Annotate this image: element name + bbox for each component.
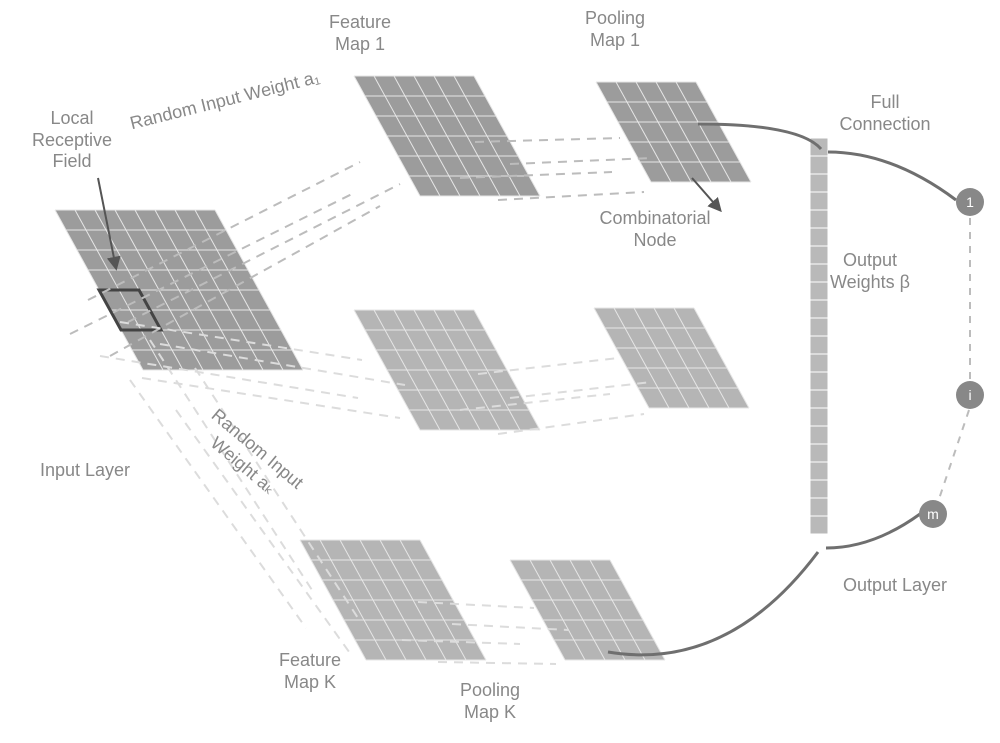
label-pooling-map-1: PoolingMap 1 [585,8,645,51]
svg-text:1: 1 [966,194,974,210]
label-pooling-map-K: PoolingMap K [460,680,520,723]
svg-text:m: m [927,506,939,522]
label-full-connection: FullConnection [839,92,930,135]
label-local-receptive-field: LocalReceptiveField [32,108,112,173]
label-combinatorial-node: CombinatorialNode [599,208,710,251]
label-feature-map-K: FeatureMap K [279,650,341,693]
label-output-weights: OutputWeights β [830,250,910,293]
svg-text:i: i [968,387,971,403]
label-input-layer: Input Layer [40,460,130,482]
label-feature-map-1: FeatureMap 1 [329,12,391,55]
label-output-layer: Output Layer [843,575,947,597]
